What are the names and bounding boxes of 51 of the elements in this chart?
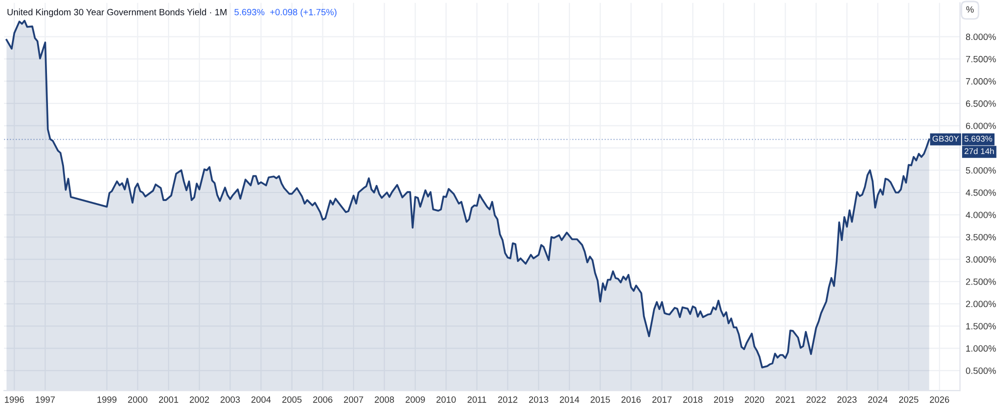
- x-tick-label: 2002: [190, 396, 209, 403]
- x-tick-label: 2007: [344, 396, 364, 403]
- annotation: 5.693% +0.098 (+1.75%): [234, 8, 336, 18]
- x-tick-label: 2017: [652, 396, 672, 403]
- x-tick-label: 2008: [374, 396, 394, 403]
- y-tick-label: 0.500%: [966, 368, 996, 374]
- x-tick-label: 2000: [128, 396, 148, 403]
- x-tick-label: 2003: [220, 396, 240, 403]
- y-tick-label: 4.500%: [966, 189, 996, 196]
- text: 5.693%: [964, 136, 992, 142]
- x-tick-label: 2020: [744, 396, 764, 403]
- y-tick-label: 6.500%: [966, 100, 996, 107]
- x-tick-label: 1996: [4, 396, 24, 403]
- legend-label: GB30Y: [932, 136, 959, 142]
- x-tick-label: 2006: [313, 396, 332, 403]
- x-tick-label: 2015: [590, 396, 610, 403]
- y-tick-label: 6.000%: [966, 122, 996, 130]
- x-tick-label: 2001: [158, 396, 178, 403]
- x-tick-label: 2018: [683, 396, 702, 403]
- y-tick-label: 8.000%: [966, 34, 996, 40]
- text: 27d 14h: [964, 148, 994, 154]
- x-tick-label: 2004: [251, 396, 271, 403]
- x-tick-label: 2022: [806, 396, 826, 403]
- x-tick-label: 2011: [468, 396, 486, 403]
- y-tick-label: 7.500%: [966, 56, 996, 62]
- y-tick-label: 4.000%: [966, 212, 996, 218]
- x-tick-label: 2013: [529, 396, 548, 403]
- x-tick-label: 2010: [436, 396, 456, 403]
- x-tick-label: 2016: [621, 396, 641, 403]
- x-tick-label: 2005: [282, 396, 302, 403]
- y-tick-label: 3.000%: [966, 256, 996, 263]
- x-tick-label: 2023: [837, 396, 857, 403]
- x-tick-label: 2014: [560, 396, 580, 403]
- x-tick-label: 2019: [714, 396, 734, 403]
- x-tick-label: 2025: [899, 396, 918, 403]
- text: %: [966, 6, 974, 13]
- y-tick-label: 2.500%: [966, 278, 996, 285]
- x-tick-label: 1997: [36, 396, 55, 403]
- y-tick-label: 7.000%: [966, 78, 996, 85]
- x-tick-label: 2024: [868, 396, 888, 403]
- x-tick-label: 1999: [97, 396, 116, 403]
- y-tick-label: 1.000%: [966, 345, 996, 352]
- text: United Kingdom 30 Year Government Bonds Yield · 1M: [8, 8, 226, 18]
- y-tick-label: 1.500%: [966, 323, 996, 330]
- y-tick-label: 2.000%: [966, 300, 996, 308]
- y-tick-label: 3.500%: [966, 234, 996, 240]
- x-tick-label: 2021: [776, 396, 795, 403]
- x-tick-label: 2026: [930, 396, 950, 403]
- x-tick-label: 2009: [406, 396, 425, 403]
- y-tick-label: 5.000%: [966, 167, 996, 174]
- x-tick-label: 2012: [498, 396, 518, 403]
